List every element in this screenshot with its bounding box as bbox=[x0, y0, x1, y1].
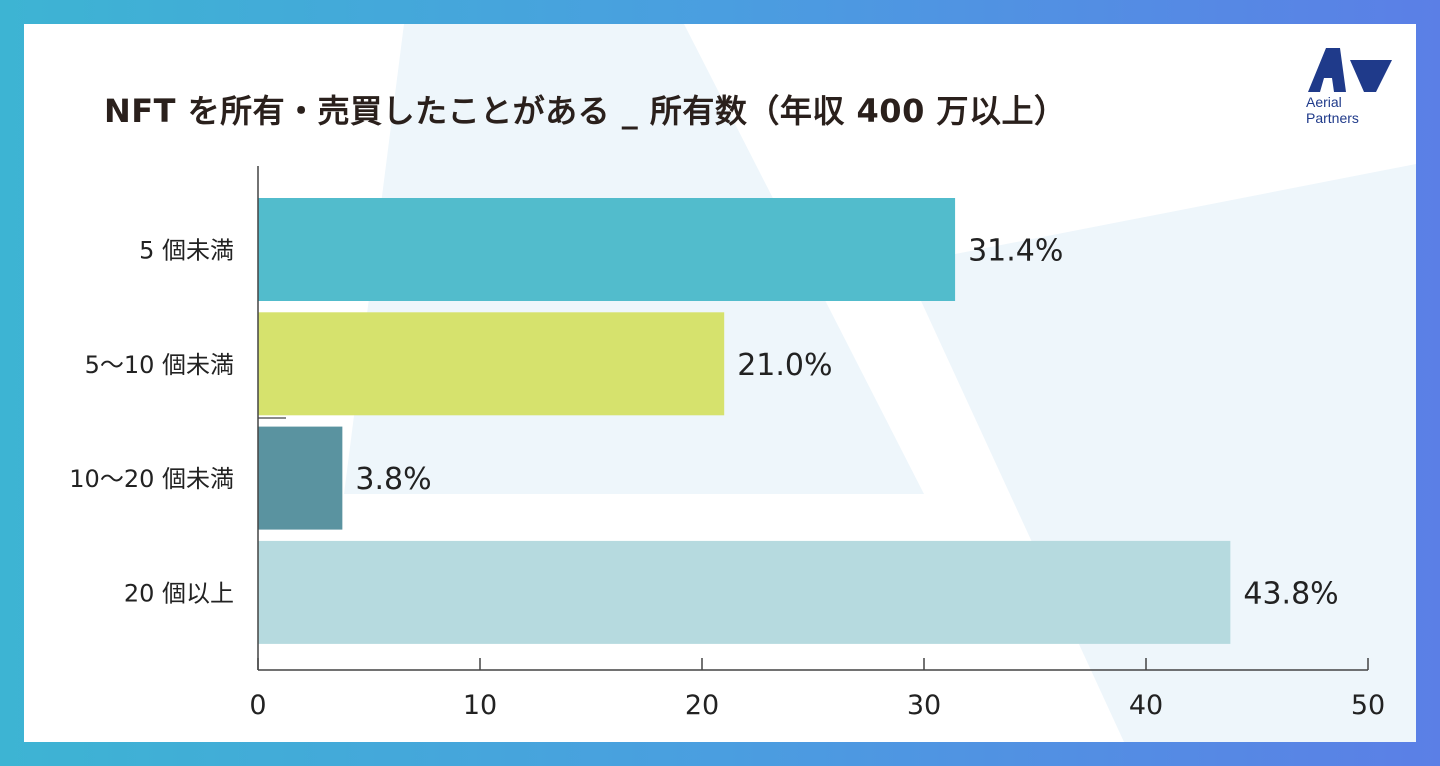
bar-chart: 31.4% 5 個未満 21.0% 5〜10 個未満 3.8% 10〜20 個未満 43.8… bbox=[69, 166, 1385, 721]
x-tick-label-5: 50 bbox=[1351, 690, 1385, 721]
bar-value-label-3: 3.8% bbox=[355, 462, 431, 497]
logo-mark-icon bbox=[1308, 48, 1392, 92]
category-label-1: 5 個未満 bbox=[139, 237, 234, 265]
chart-card: NFT を所有・売買したことがある _ 所有数（年収 400 万以上） Aeri… bbox=[24, 24, 1416, 742]
bar-value-label-1: 31.4% bbox=[968, 234, 1063, 269]
x-tick-label-0: 0 bbox=[249, 690, 266, 721]
bar-value-label-4: 43.8% bbox=[1243, 576, 1338, 611]
bar-2 bbox=[258, 312, 725, 416]
chart-title: NFT を所有・売買したことがある _ 所有数（年収 400 万以上） bbox=[104, 92, 1067, 130]
bar-4 bbox=[258, 540, 1231, 644]
logo-text: Aerial Partners bbox=[1306, 94, 1359, 126]
x-tick-label-4: 40 bbox=[1129, 690, 1163, 721]
x-tick-label-2: 20 bbox=[685, 690, 719, 721]
category-label-3: 10〜20 個未満 bbox=[69, 465, 234, 493]
bar-value-label-2: 21.0% bbox=[737, 348, 832, 383]
brand-logo: Aerial Partners bbox=[1302, 46, 1402, 136]
x-tick-label-1: 10 bbox=[463, 690, 497, 721]
bg-shape-2 bbox=[904, 164, 1416, 742]
category-label-4: 20 個以上 bbox=[124, 579, 234, 607]
x-tick-label-3: 30 bbox=[907, 690, 941, 721]
bar-3 bbox=[258, 426, 343, 530]
category-label-2: 5〜10 個未満 bbox=[85, 351, 234, 379]
bar-1 bbox=[258, 198, 956, 301]
